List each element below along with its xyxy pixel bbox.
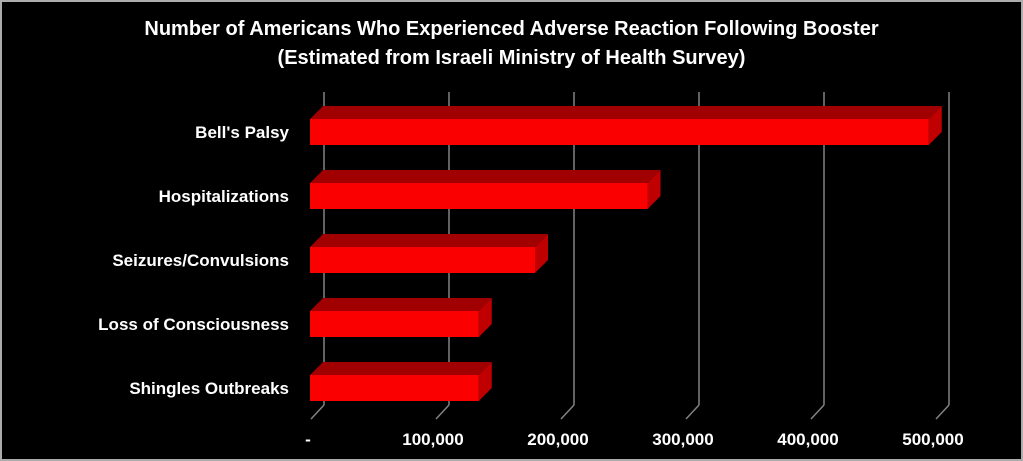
chart-title-line1: Number of Americans Who Experienced Adve… — [144, 18, 879, 40]
chart-title: Number of Americans Who Experienced Adve… — [2, 15, 1021, 73]
x-tick-label: 500,000 — [902, 430, 963, 449]
category-label-loss-of-consciousness: Loss of Consciousness — [98, 315, 289, 334]
x-tick-label: 400,000 — [777, 430, 838, 449]
bar-front-face — [310, 247, 535, 273]
bar-front-face — [310, 375, 479, 401]
x-tick-label: - — [305, 430, 311, 449]
category-label-seizures-convulsions: Seizures/Convulsions — [112, 251, 289, 270]
bar-top-face — [310, 170, 661, 183]
bar-shingles-outbreaks — [310, 362, 492, 401]
x-tick-label: 200,000 — [527, 430, 588, 449]
axis-tick — [935, 404, 950, 420]
axis-tick — [435, 404, 450, 420]
bar-front-face — [310, 183, 648, 209]
x-tick-label: 300,000 — [652, 430, 713, 449]
bar-top-face — [310, 234, 548, 247]
x-tick-label: 100,000 — [402, 430, 463, 449]
bar-top-face — [310, 106, 942, 119]
category-label-hospitalizations: Hospitalizations — [159, 187, 289, 206]
bar-front-face — [310, 119, 929, 145]
axis-tick — [310, 404, 325, 420]
category-label-bell-s-palsy: Bell's Palsy — [195, 123, 289, 142]
bar-loss-of-consciousness — [310, 298, 492, 337]
bar-seizures-convulsions — [310, 234, 548, 273]
chart-title-line2: (Estimated from Israeli Ministry of Heal… — [277, 47, 746, 69]
bar-hospitalizations — [310, 170, 661, 209]
axis-tick — [560, 404, 575, 420]
bar-top-face — [310, 362, 492, 375]
bar-front-face — [310, 311, 479, 337]
axis-tick — [685, 404, 700, 420]
bar-bell-s-palsy — [310, 106, 942, 145]
bar-top-face — [310, 298, 492, 311]
axis-tick — [810, 404, 825, 420]
category-label-shingles-outbreaks: Shingles Outbreaks — [129, 379, 289, 398]
